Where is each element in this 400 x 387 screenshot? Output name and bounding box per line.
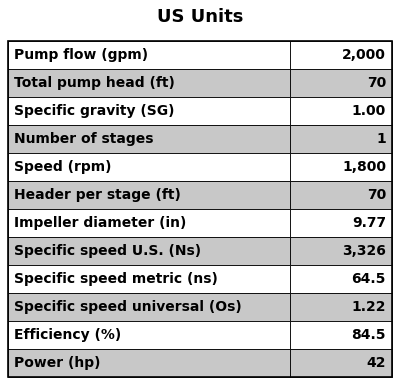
- Bar: [8, 209, 290, 237]
- Text: Impeller diameter (in): Impeller diameter (in): [14, 216, 186, 230]
- Bar: [290, 41, 392, 69]
- Text: 9.77: 9.77: [352, 216, 386, 230]
- Bar: [290, 237, 392, 265]
- Text: Header per stage (ft): Header per stage (ft): [14, 188, 181, 202]
- Bar: [290, 97, 392, 125]
- Text: Power (hp): Power (hp): [14, 356, 100, 370]
- Text: 1.00: 1.00: [352, 104, 386, 118]
- Bar: [290, 293, 392, 321]
- Bar: [8, 97, 290, 125]
- Bar: [8, 181, 290, 209]
- Text: 64.5: 64.5: [352, 272, 386, 286]
- Text: 1,800: 1,800: [342, 160, 386, 174]
- Text: US Units: US Units: [157, 9, 243, 26]
- Bar: [8, 293, 290, 321]
- Text: Pump flow (gpm): Pump flow (gpm): [14, 48, 148, 62]
- Bar: [8, 41, 290, 69]
- Text: 70: 70: [367, 188, 386, 202]
- Bar: [8, 69, 290, 97]
- Text: Efficiency (%): Efficiency (%): [14, 328, 121, 342]
- Text: 1.22: 1.22: [352, 300, 386, 314]
- Text: 84.5: 84.5: [352, 328, 386, 342]
- Bar: [290, 181, 392, 209]
- Text: Speed (rpm): Speed (rpm): [14, 160, 112, 174]
- Bar: [8, 237, 290, 265]
- Bar: [290, 153, 392, 181]
- Bar: [8, 349, 290, 377]
- Text: Specific speed universal (Os): Specific speed universal (Os): [14, 300, 242, 314]
- Bar: [290, 125, 392, 153]
- Bar: [290, 321, 392, 349]
- Text: 3,326: 3,326: [342, 244, 386, 258]
- Text: 70: 70: [367, 76, 386, 90]
- Bar: [8, 153, 290, 181]
- Bar: [8, 265, 290, 293]
- Text: 42: 42: [366, 356, 386, 370]
- Text: Specific speed metric (ns): Specific speed metric (ns): [14, 272, 218, 286]
- Bar: [290, 209, 392, 237]
- Text: Number of stages: Number of stages: [14, 132, 154, 146]
- Bar: [290, 349, 392, 377]
- Text: 1: 1: [376, 132, 386, 146]
- Bar: [8, 321, 290, 349]
- Bar: [8, 125, 290, 153]
- Text: 2,000: 2,000: [342, 48, 386, 62]
- Text: Total pump head (ft): Total pump head (ft): [14, 76, 175, 90]
- Text: Specific gravity (SG): Specific gravity (SG): [14, 104, 174, 118]
- Bar: [8, 41, 392, 377]
- Bar: [290, 265, 392, 293]
- Bar: [290, 69, 392, 97]
- Text: Specific speed U.S. (Ns): Specific speed U.S. (Ns): [14, 244, 201, 258]
